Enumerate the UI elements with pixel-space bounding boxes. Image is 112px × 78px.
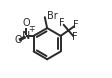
Text: N: N <box>22 31 30 41</box>
Text: O: O <box>14 35 22 45</box>
Text: F: F <box>72 20 78 30</box>
Text: −: − <box>28 22 34 31</box>
Text: F: F <box>59 18 64 28</box>
Text: O: O <box>22 18 30 28</box>
Text: +: + <box>28 25 34 34</box>
Text: F: F <box>71 32 77 42</box>
Text: Br: Br <box>46 11 57 21</box>
